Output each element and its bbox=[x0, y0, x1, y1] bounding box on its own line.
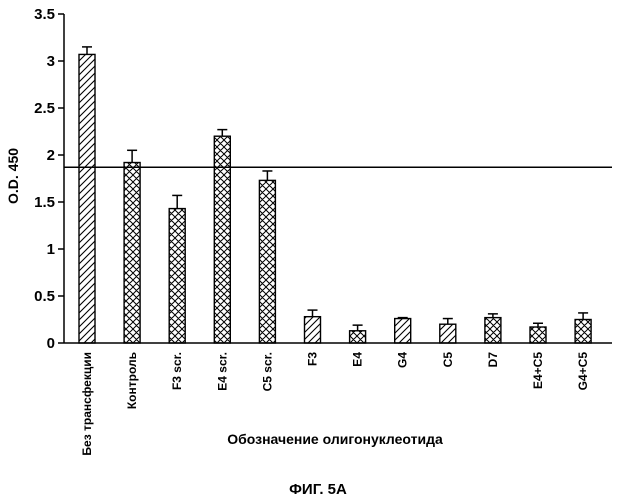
y-tick-label: 0 bbox=[47, 335, 55, 352]
bar bbox=[79, 54, 95, 343]
bars-group bbox=[79, 47, 591, 343]
bar bbox=[124, 163, 140, 343]
bar bbox=[350, 331, 366, 343]
y-tick-label: 0.5 bbox=[34, 288, 55, 305]
bar bbox=[305, 317, 321, 343]
x-tick-label: Контроль bbox=[125, 352, 139, 409]
x-tick-label: G4 bbox=[396, 352, 410, 368]
bar bbox=[259, 180, 275, 343]
figure-caption: ФИГ. 5А bbox=[289, 481, 347, 498]
y-tick-label: 1 bbox=[47, 241, 55, 258]
x-tick-label: F3 bbox=[306, 352, 320, 366]
bar bbox=[485, 318, 501, 343]
bar bbox=[395, 319, 411, 343]
y-tick-label: 3 bbox=[47, 53, 55, 70]
x-tick-label: G4+C5 bbox=[576, 352, 590, 391]
x-tick-label: C5 bbox=[441, 352, 455, 368]
x-tick-label: E4 bbox=[351, 352, 365, 367]
bar bbox=[169, 209, 185, 343]
x-tick-label: Без трансфекции bbox=[80, 352, 94, 456]
x-tick-label: E4 scr. bbox=[215, 352, 229, 391]
y-axis-ticks: 0 0.5 1 1.5 2 2.5 3 3.5 bbox=[34, 6, 64, 352]
bar bbox=[530, 327, 546, 343]
x-tick-label: D7 bbox=[486, 352, 500, 368]
y-tick-label: 3.5 bbox=[34, 6, 55, 23]
x-tick-label: C5 scr. bbox=[260, 352, 274, 391]
x-axis-title: Обозначение олигонуклеотида bbox=[227, 431, 443, 447]
y-axis-title: O.D. 450 bbox=[5, 148, 21, 204]
x-tick-label: E4+C5 bbox=[531, 352, 545, 389]
y-tick-label: 2 bbox=[47, 147, 55, 164]
bar bbox=[575, 320, 591, 344]
y-tick-label: 2.5 bbox=[34, 100, 55, 117]
bar bbox=[440, 324, 456, 343]
y-tick-label: 1.5 bbox=[34, 194, 55, 211]
x-tick-label: F3 scr. bbox=[170, 352, 184, 390]
